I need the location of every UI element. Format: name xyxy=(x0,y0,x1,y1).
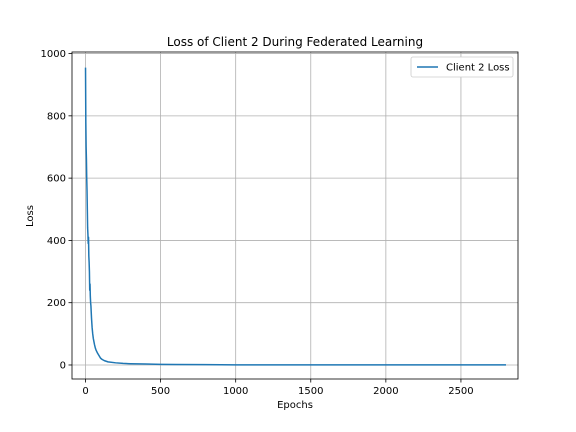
series-line-client-2-loss xyxy=(84,67,506,366)
x-tick-label: 1500 xyxy=(298,386,323,397)
y-tick-label: 600 xyxy=(47,174,66,185)
y-tick-label: 1000 xyxy=(41,49,66,60)
y-axis-label: Loss xyxy=(25,205,36,227)
x-tick-label: 1000 xyxy=(223,386,248,397)
x-tick-label: 2000 xyxy=(373,386,398,397)
ticks: 0 500 1000 1500 2000 2500 0 200 400 600 800 1000 xyxy=(41,49,474,397)
series-layer xyxy=(84,67,506,366)
x-tick-label: 2500 xyxy=(448,386,473,397)
legend-box xyxy=(410,56,514,78)
y-tick-label: 0 xyxy=(60,360,66,371)
legend: Client 2 Loss xyxy=(410,56,514,78)
x-axis-label: Epochs xyxy=(277,400,313,411)
x-tick-label: 500 xyxy=(151,386,170,397)
chart-title: Loss of Client 2 During Federated Learni… xyxy=(167,35,423,49)
y-tick-label: 400 xyxy=(47,236,66,247)
legend-label-client-2-loss: Client 2 Loss xyxy=(446,63,510,74)
y-tick-label: 200 xyxy=(47,298,66,309)
plot-frame xyxy=(71,51,519,380)
grid xyxy=(72,52,518,379)
y-tick-label: 800 xyxy=(47,111,66,122)
x-tick-label: 0 xyxy=(82,386,88,397)
